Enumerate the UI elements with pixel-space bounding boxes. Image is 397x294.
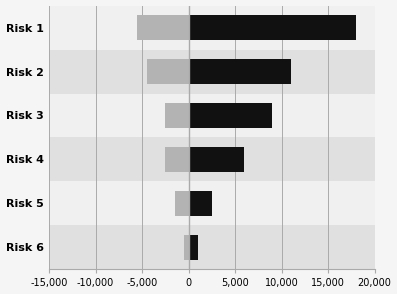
Bar	[189, 235, 198, 260]
Bar	[147, 59, 189, 83]
Bar	[189, 59, 291, 83]
Bar	[189, 16, 356, 40]
Bar	[137, 16, 189, 40]
Bar	[49, 138, 374, 181]
Bar	[175, 191, 189, 216]
Bar	[189, 103, 272, 128]
Bar	[49, 181, 374, 225]
Bar	[184, 235, 189, 260]
Bar	[49, 93, 374, 138]
Bar	[189, 191, 212, 216]
Bar	[189, 147, 244, 172]
Bar	[49, 6, 374, 49]
Bar	[49, 225, 374, 269]
Bar	[49, 49, 374, 93]
Bar	[165, 103, 189, 128]
Bar	[165, 147, 189, 172]
